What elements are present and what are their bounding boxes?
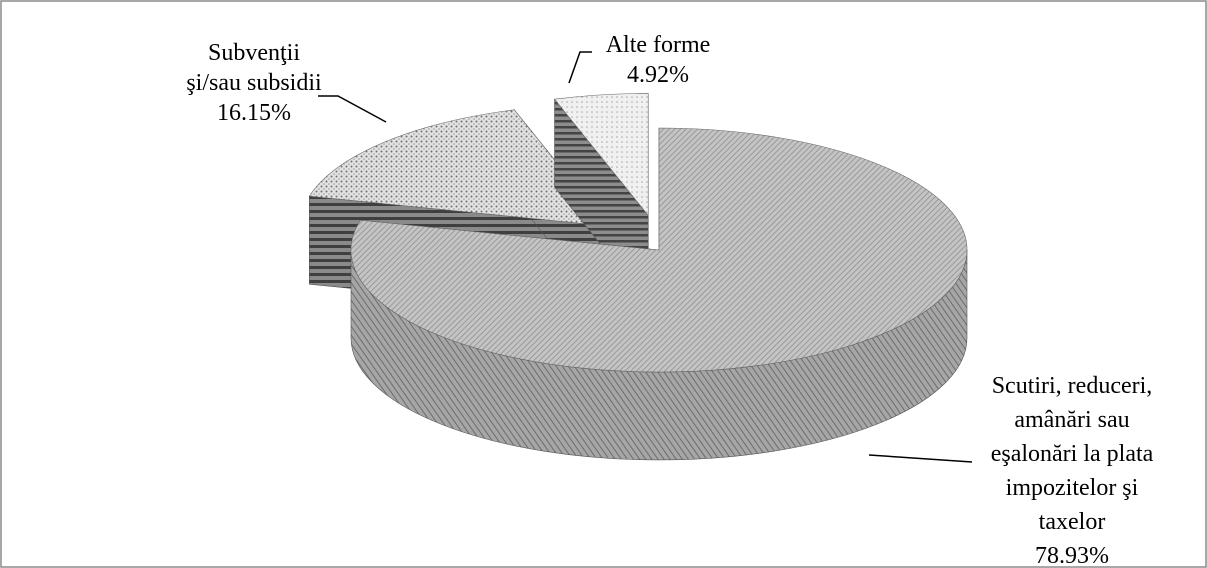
slice-name-label-1-0: Subvenţii bbox=[208, 40, 300, 66]
slice-name-label-0-0: Scutiri, reduceri, bbox=[992, 373, 1153, 399]
slice-value-label-1: 16.15% bbox=[217, 100, 291, 126]
slice-name-label-2-0: Alte forme bbox=[606, 32, 711, 58]
leader-line-2 bbox=[568, 51, 592, 84]
pie-slice-0 bbox=[350, 127, 968, 461]
data-label-1: Subvenţii şi/sau subsidii 16.15% bbox=[186, 40, 387, 126]
slice-value-label-0: 78.93% bbox=[1035, 543, 1109, 568]
data-label-0: Scutiri, reduceri, amânări sau eşalonări l… bbox=[868, 373, 1154, 568]
slice-value-label-2: 4.92% bbox=[627, 62, 689, 88]
slice-top-0 bbox=[350, 127, 968, 373]
slice-top-2 bbox=[553, 93, 649, 217]
slice-name-label-0-4: taxelor bbox=[1039, 509, 1106, 535]
slice-name-label-0-2: eşalonări la plata bbox=[991, 441, 1154, 467]
slice-top-1 bbox=[308, 109, 609, 227]
slice-name-label-1-1: şi/sau subsidii bbox=[186, 70, 322, 96]
leader-line-0 bbox=[868, 454, 973, 463]
data-label-2: Alte forme 4.92% bbox=[568, 32, 711, 88]
slice-name-label-0-3: impozitelor şi bbox=[1006, 475, 1139, 501]
slice-name-label-0-1: amânări sau bbox=[1014, 407, 1129, 433]
leader-line-1 bbox=[318, 95, 387, 123]
